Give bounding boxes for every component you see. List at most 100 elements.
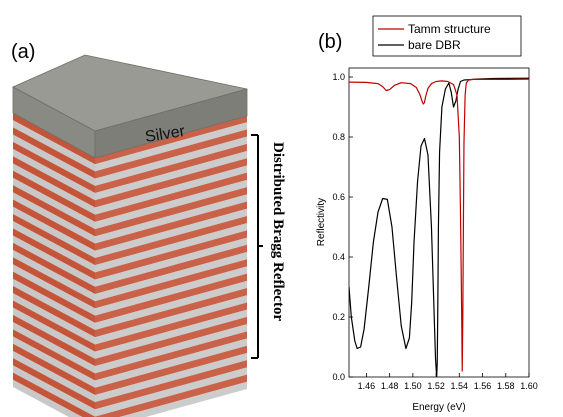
x-tick-label: 1.56 [474,381,492,391]
dbr-bracket [251,134,263,359]
dbr-layer-front [13,221,95,273]
dbr-layer-front [13,358,95,410]
x-tick-label: 1.46 [358,381,376,391]
dbr-layer-front [13,156,95,208]
y-tick-label: 0.6 [332,192,345,202]
dbr-layer-side [95,230,247,280]
dbr-layer-side [95,129,247,179]
dbr-layer-front [13,242,95,294]
dbr-layer-side [95,316,247,367]
dbr-layer-front [13,336,95,388]
dbr-layer-side [95,151,247,201]
y-tick-label: 1.0 [332,72,345,82]
x-tick-label: 1.48 [381,381,399,391]
panel-b-label: (b) [318,31,342,53]
dbr-layer-front [13,170,95,222]
y-tick-label: 0.4 [332,252,345,262]
series-line-bare-dbr [349,77,529,377]
dbr-layer-side [95,302,247,352]
dbr-layer-front [13,120,95,172]
series-group [349,77,529,377]
x-tick-label: 1.52 [427,381,445,391]
dbr-layer-side [119,381,247,417]
silver-label: Silver [144,123,187,146]
dbr-layer-front [13,228,95,280]
y-tick-label: 0.8 [332,132,345,142]
y-tick-label: 0.0 [332,372,345,382]
dbr-layer-side [95,374,247,417]
x-tick-label: 1.54 [451,381,469,391]
dbr-layer-front [13,141,95,194]
dbr-layer-side [95,352,247,403]
dbr-layer-side [95,223,247,273]
dbr-stack [13,113,247,417]
dbr-layer-front [13,206,95,258]
dbr-layer-side [95,280,247,331]
dbr-layer-front [13,199,95,251]
x-tick-label: 1.60 [520,381,538,391]
dbr-layer-side [95,295,247,345]
dbr-layer-front [13,192,95,244]
dbr-layer-side [95,367,247,417]
legend-label-tamm: Tamm structure [408,22,491,36]
y-tick-label: 0.2 [332,312,345,322]
dbr-layer-side [95,179,247,230]
dbr-layer-side [95,338,247,388]
dbr-layer-side [95,187,247,237]
series-line-tamm-structure [349,78,529,372]
dbr-layer-side [95,215,247,266]
panel-a-label: (a) [11,41,35,63]
dbr-layer-side [95,324,247,374]
dbr-layer-side [95,143,247,194]
x-tick-label: 1.50 [404,381,422,391]
dbr-layer-front [13,307,95,359]
dbr-vertical-label: Distributed Bragg Reflector [270,142,286,321]
dbr-layer-side [95,158,247,208]
dbr-layer-side [95,288,247,338]
dbr-layer-side [95,122,247,172]
dbr-layer-side [95,252,247,302]
dbr-layer-front [13,127,95,179]
dbr-layer-front [13,250,95,302]
y-axis-title: Reflectivity [316,198,327,246]
dbr-layer-front [13,271,95,323]
dbr-layer-front [13,134,95,186]
dbr-layer-front [13,329,95,381]
dbr-layer-side [95,237,247,287]
dbr-layer-front [13,177,95,230]
legend: Tamm structure bare DBR [372,15,522,57]
dbr-layer-front [13,372,95,417]
dbr-layer-front [13,286,95,338]
reflectivity-plot: 1.46 1.48 1.50 1.52 1.54 1.56 1.58 1.60 0.0 0.2 0… [316,67,538,413]
x-axis-title: Energy (eV) [412,402,465,413]
dbr-layer-front [13,257,95,309]
dbr-layer-side [95,360,247,410]
silver-side-face [94,88,248,159]
dbr-layer-side [95,266,247,316]
dbr-layer-front [13,163,95,215]
dbr-layer-side [95,345,247,395]
dbr-layer-side [95,259,247,309]
dbr-layer-front [13,350,95,403]
dbr-layer-front [13,278,95,331]
dbr-layer-front [13,293,95,345]
dbr-layer-front [13,185,95,237]
dbr-layer-front [13,314,95,367]
dbr-layer-side [95,309,247,359]
dbr-layer-front [13,213,95,266]
dbr-layer-side [95,208,247,258]
dbr-layer-side [95,273,247,323]
dbr-layer-front [13,300,95,352]
dbr-layer-side [95,201,247,251]
legend-label-dbr: bare DBR [408,38,461,52]
dbr-layer-side [95,165,247,215]
dbr-layer-side [95,172,247,222]
dbr-layer-side [95,331,247,381]
x-tick-label: 1.58 [497,381,515,391]
dbr-layer-side [95,115,247,165]
dbr-layer-front [13,379,83,417]
dbr-layer-front [13,149,95,201]
dbr-layer-front [13,322,95,374]
dbr-layer-side [95,136,247,186]
